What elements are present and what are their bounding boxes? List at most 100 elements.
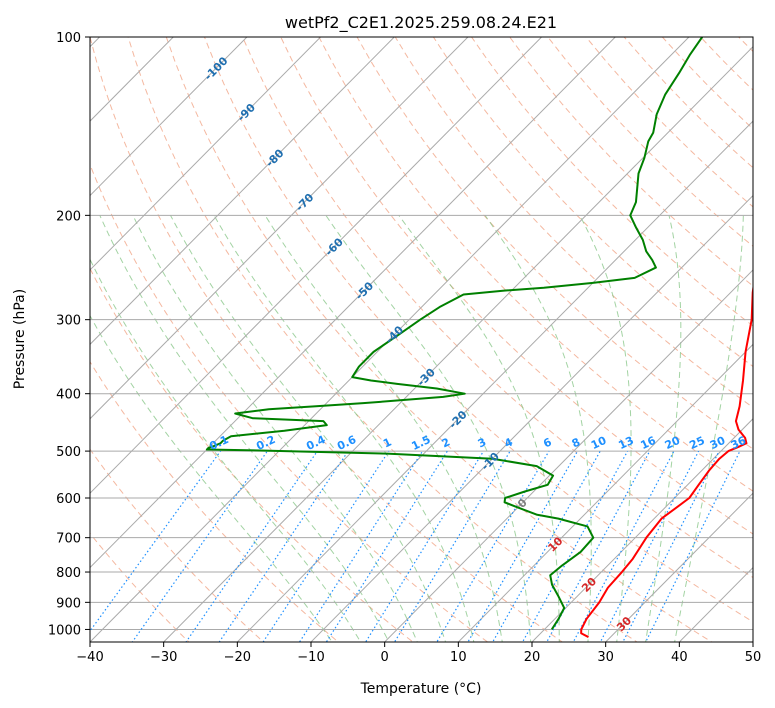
dry-adiabat [394, 37, 753, 409]
dry-adiabat [90, 532, 190, 642]
moist-adiabat [170, 215, 447, 642]
x-tick-label: −30 [150, 650, 177, 665]
dry-adiabat [738, 37, 753, 53]
dry-adiabat [623, 37, 753, 169]
y-axis-label: Pressure (hPa) [12, 289, 28, 389]
moist-adiabat [90, 314, 333, 642]
mixing-ratio-label: 30 [708, 434, 728, 452]
y-tick-label: 100 [56, 31, 81, 46]
mixing-ratio-line [298, 450, 424, 642]
moist-adiabat [264, 215, 503, 642]
y-tick-label: 500 [56, 445, 81, 460]
mixing-ratio-line [325, 450, 448, 642]
isotherm [531, 418, 753, 642]
dewpoint-profile [205, 37, 704, 630]
x-tick-label: −40 [76, 650, 103, 665]
dry-adiabat [90, 267, 414, 642]
dry-adiabat [165, 37, 713, 642]
moist-adiabat [213, 215, 475, 642]
dry-adiabat [432, 37, 753, 368]
y-tick-label: 700 [56, 532, 81, 547]
x-tick-label: 50 [745, 650, 762, 665]
moist-adiabat [325, 215, 532, 642]
x-tick-label: 20 [524, 650, 541, 665]
y-tick-label: 1000 [48, 623, 81, 638]
dry-adiabat [509, 37, 753, 287]
moist-adiabat [484, 215, 592, 642]
mixing-ratio-label: 1 [381, 435, 393, 450]
dry-adiabat [90, 163, 489, 642]
mixing-ratio-label: 25 [687, 434, 706, 452]
moist-adiabat [645, 215, 682, 642]
isotherm-label: -100 [202, 54, 231, 83]
x-tick-label: 0 [381, 650, 389, 665]
mixing-ratio-line [492, 450, 601, 642]
dry-adiabat [356, 37, 753, 450]
isotherm [90, 37, 322, 271]
y-tick-label: 400 [56, 388, 81, 403]
temperature-profile [580, 283, 753, 638]
mixing-ratio-label: 3 [476, 435, 488, 450]
chart-axes: −40 −30 −20 −10 0 10 20 30 40 50 1000 900 800 700 600 5… [48, 31, 761, 665]
isotherm [236, 120, 753, 642]
mixing-ratio-label: 20 [663, 434, 683, 452]
moist-adiabat [674, 215, 744, 642]
y-tick-label: 800 [56, 566, 81, 581]
mixing-ratio-label: 8 [570, 435, 582, 450]
x-axis-label: Temperature (°C) [360, 681, 482, 697]
chart-title: wetPf2_C2E1.2025.259.08.24.E21 [285, 13, 557, 33]
moist-adiabat [90, 258, 362, 642]
moist-adiabat [579, 215, 632, 642]
mixing-ratio-line [572, 450, 675, 642]
isotherm [604, 492, 753, 642]
moist-adiabat [132, 215, 418, 642]
mixing-ratio-label: 13 [616, 434, 635, 452]
dry-adiabat [318, 37, 753, 492]
isotherm [90, 37, 395, 346]
mixing-ratio-label: 1.5 [409, 433, 432, 453]
moist-adiabat [99, 215, 390, 642]
mixing-ratio-line [131, 450, 268, 642]
x-tick-label: 10 [450, 650, 467, 665]
mixing-ratio-line [599, 450, 700, 642]
x-tick-label: −20 [224, 650, 251, 665]
x-tick-label: −10 [297, 650, 324, 665]
chart-grid [90, 37, 753, 642]
mixing-ratio-line [467, 450, 579, 642]
x-tick-label: 30 [597, 650, 614, 665]
mixing-ratio-line [262, 450, 390, 642]
isotherm [90, 37, 543, 494]
mixing-ratio-label: 16 [639, 434, 659, 452]
mixing-ratio-line [521, 450, 629, 642]
mixing-ratio-line [364, 450, 485, 642]
dry-adiabat [661, 37, 753, 130]
dry-adiabat [90, 37, 564, 642]
chart-annotations: 0.1 0.2 0.4 0.6 1 1.5 2 3 4 6 8 10 13 16 20 25 30 36-100-… [202, 54, 749, 634]
mixing-ratio-line [622, 450, 720, 642]
isotherm [310, 194, 753, 642]
mixing-ratio-line [546, 450, 651, 642]
dry-adiabat [700, 37, 753, 91]
isotherm [383, 269, 753, 642]
isotherm [678, 566, 753, 642]
dry-adiabat [547, 37, 753, 247]
mixing-ratio-line [645, 450, 741, 642]
x-tick-label: 40 [671, 650, 688, 665]
dry-adiabat [127, 37, 638, 642]
chart-series [205, 37, 753, 638]
y-tick-label: 200 [56, 209, 81, 224]
mixing-ratio-line [436, 450, 550, 642]
dry-adiabat [90, 448, 265, 642]
y-tick-label: 900 [56, 596, 81, 611]
isotherm [90, 37, 469, 420]
y-tick-label: 600 [56, 492, 81, 507]
mixing-ratio-label: 6 [541, 435, 554, 450]
mixing-ratio-label: 10 [589, 434, 609, 452]
mixing-ratio-label: 0.6 [335, 433, 358, 453]
mixing-ratio-line [218, 450, 349, 642]
mixing-ratio-line [90, 450, 222, 633]
y-tick-label: 300 [56, 314, 81, 329]
isotherm [90, 37, 248, 197]
isotherm [90, 37, 616, 569]
